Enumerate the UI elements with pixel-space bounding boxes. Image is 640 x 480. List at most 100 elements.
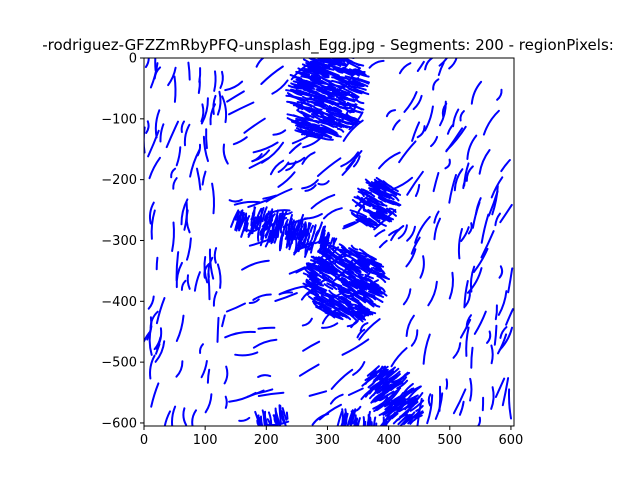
- segment-stroke: [257, 374, 272, 378]
- dense-segment-stroke: [379, 393, 389, 402]
- segment-stroke: [163, 410, 171, 426]
- segment-stroke: [144, 58, 150, 68]
- segment-stroke: [390, 347, 408, 368]
- dense-segment-stroke: [263, 410, 268, 423]
- segment-stroke: [251, 153, 263, 163]
- segment-stroke: [187, 61, 191, 81]
- segment-stroke: [494, 212, 501, 227]
- segment-stroke: [424, 105, 434, 132]
- segment-stroke: [180, 120, 185, 133]
- dense-segment-stroke: [372, 386, 382, 397]
- dense-segment-stroke: [237, 213, 242, 230]
- dense-segment-stroke: [315, 73, 331, 83]
- dense-segment-stroke: [349, 410, 355, 426]
- segment-stroke: [340, 151, 360, 168]
- dense-segment-stroke: [271, 209, 279, 228]
- dense-segment-stroke: [245, 222, 249, 233]
- segment-stroke: [459, 110, 465, 122]
- segment-stroke: [499, 326, 508, 339]
- segment-stroke: [452, 342, 462, 359]
- segment-stroke: [494, 304, 498, 321]
- y-tick-label: −400: [101, 295, 137, 310]
- dense-segment-stroke: [310, 283, 328, 292]
- segment-stroke: [368, 59, 385, 69]
- segment-stroke: [397, 224, 408, 240]
- dense-segment-stroke: [341, 91, 356, 99]
- dense-segment-stroke: [349, 80, 369, 88]
- segment-stroke: [147, 129, 160, 158]
- segment-stroke: [378, 151, 401, 170]
- dense-segment-stroke: [251, 217, 256, 231]
- dense-segment-stroke: [382, 382, 399, 393]
- segment-stroke: [302, 340, 321, 352]
- segment-stroke: [480, 230, 495, 259]
- dense-segment-stroke: [373, 217, 387, 227]
- dense-segment-stroke: [415, 405, 424, 412]
- dense-segment-stroke: [354, 68, 367, 76]
- dense-segment-stroke: [312, 60, 331, 69]
- segment-stroke: [497, 290, 508, 316]
- dense-segment-stroke: [308, 130, 323, 136]
- segment-stroke: [228, 198, 243, 203]
- dense-segment-stroke: [356, 195, 372, 208]
- dense-segment-stroke: [391, 412, 399, 420]
- dense-segment-stroke: [353, 251, 368, 258]
- dense-segment-stroke: [356, 285, 366, 293]
- dense-segment-stroke: [378, 180, 387, 186]
- dense-segment-stroke: [368, 279, 380, 287]
- segment-stroke: [183, 123, 191, 147]
- segment-stroke: [257, 391, 285, 397]
- segment-stroke: [469, 377, 473, 402]
- dense-segment-stroke: [255, 216, 263, 230]
- dense-segment-stroke: [295, 219, 300, 240]
- segment-stroke: [170, 167, 177, 179]
- segment-stroke: [448, 58, 458, 70]
- segment-stroke: [399, 413, 413, 426]
- dense-segment-stroke: [296, 109, 311, 118]
- dense-segment-stroke: [275, 218, 282, 237]
- dense-segment-stroke: [396, 402, 407, 412]
- x-tick-label: 200: [254, 433, 279, 448]
- segment-stroke: [444, 158, 451, 170]
- dense-segment-stroke: [352, 292, 369, 303]
- dense-segment-stroke: [384, 199, 395, 205]
- dense-segment-stroke: [366, 365, 380, 377]
- dense-segment-stroke: [363, 420, 367, 426]
- segment-stroke: [208, 248, 215, 280]
- segment-stroke: [255, 58, 265, 68]
- segment-stroke: [321, 322, 339, 329]
- segment-stroke: [356, 328, 366, 339]
- dense-segment-stroke: [371, 394, 381, 403]
- dense-segment-stroke: [327, 302, 344, 312]
- dense-segment-stroke: [290, 89, 303, 97]
- segment-stroke: [165, 120, 179, 149]
- dense-segment-stroke: [284, 220, 288, 235]
- dense-segment-stroke: [354, 98, 365, 105]
- dense-segment-stroke: [346, 58, 365, 67]
- segment-stroke: [499, 203, 513, 224]
- dense-segment-stroke: [385, 389, 400, 405]
- segment-stroke: [224, 330, 256, 339]
- dense-segment-stroke: [265, 210, 273, 230]
- segment-stroke: [182, 407, 188, 426]
- segment-stroke: [358, 318, 381, 341]
- dense-segment-stroke: [336, 60, 347, 66]
- dense-segment-stroke: [330, 297, 340, 305]
- segment-stroke: [173, 75, 177, 103]
- dense-segment-stroke: [335, 259, 354, 270]
- dense-segment-stroke: [310, 224, 317, 241]
- dense-segment-stroke: [394, 409, 402, 416]
- dense-segment-stroke: [281, 407, 288, 421]
- dense-segment-stroke: [256, 226, 261, 242]
- dense-segment-stroke: [401, 414, 409, 422]
- segment-stroke: [374, 229, 386, 238]
- dense-segment-stroke: [357, 274, 368, 282]
- dense-segment-stroke: [355, 312, 365, 319]
- dense-segment-stroke: [319, 271, 334, 281]
- dense-segment-stroke: [270, 225, 274, 245]
- dense-segment-stroke: [300, 219, 304, 231]
- dense-segment-stroke: [349, 103, 363, 111]
- dense-segment-stroke: [308, 242, 313, 251]
- plot-segments: [144, 58, 514, 426]
- segment-stroke: [445, 125, 467, 152]
